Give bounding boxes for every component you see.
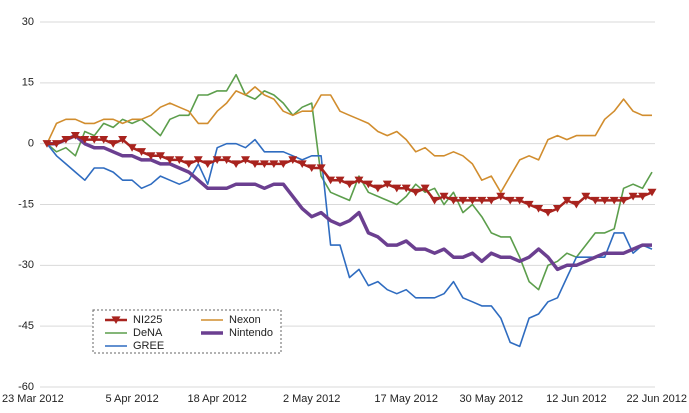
- y-tick-label: -45: [18, 320, 34, 332]
- point-marker: [590, 196, 600, 205]
- point-marker: [477, 196, 487, 205]
- legend-label: Nintendo: [229, 327, 273, 339]
- point-marker: [373, 184, 383, 193]
- legend-label: GREE: [133, 340, 164, 352]
- point-marker: [51, 140, 61, 148]
- x-tick-label: 17 May 2012: [374, 393, 438, 405]
- point-marker: [259, 160, 269, 168]
- x-tick-label: 22 Jun 2012: [626, 393, 687, 405]
- point-marker: [496, 192, 506, 201]
- point-marker: [307, 164, 317, 173]
- point-marker: [552, 204, 562, 213]
- point-marker: [61, 136, 71, 144]
- point-marker: [155, 152, 165, 160]
- point-marker: [99, 136, 109, 144]
- point-marker: [619, 196, 629, 205]
- point-marker: [562, 196, 572, 205]
- point-marker: [193, 156, 203, 164]
- point-marker: [203, 160, 213, 168]
- point-marker: [354, 176, 364, 185]
- point-marker: [212, 156, 222, 164]
- y-tick-label: 15: [22, 77, 34, 89]
- point-marker: [137, 148, 147, 156]
- point-marker: [335, 176, 345, 185]
- point-marker: [411, 188, 421, 197]
- point-marker: [401, 184, 411, 193]
- point-marker: [269, 160, 279, 168]
- point-marker: [534, 204, 544, 213]
- point-marker: [543, 209, 553, 217]
- point-marker: [316, 164, 326, 173]
- point-marker: [363, 180, 373, 189]
- series-line: [46, 138, 653, 348]
- point-marker: [326, 176, 336, 185]
- x-tick-label: 23 Mar 2012: [2, 393, 64, 405]
- point-marker: [174, 156, 184, 164]
- x-tick-label: 5 Apr 2012: [105, 393, 158, 405]
- point-marker: [458, 196, 468, 205]
- x-tick-label: 12 Jun 2012: [546, 393, 607, 405]
- y-tick-label: -15: [18, 198, 34, 210]
- point-marker: [288, 156, 298, 164]
- point-marker: [222, 156, 232, 164]
- point-marker: [42, 140, 52, 148]
- point-marker: [278, 160, 288, 168]
- point-marker: [439, 192, 449, 201]
- point-marker: [515, 196, 525, 205]
- legend-label: DeNA: [133, 327, 163, 339]
- x-tick-label: 30 May 2012: [459, 393, 523, 405]
- point-marker: [297, 160, 307, 168]
- point-marker: [392, 184, 402, 193]
- point-marker: [647, 188, 657, 197]
- point-marker: [241, 156, 251, 164]
- point-marker: [420, 184, 430, 193]
- legend-label: Nexon: [229, 314, 261, 326]
- point-marker: [505, 196, 515, 205]
- point-marker: [184, 160, 194, 168]
- point-marker: [345, 180, 354, 189]
- series-line: [47, 133, 652, 272]
- point-marker: [430, 196, 440, 205]
- point-marker: [382, 180, 392, 189]
- point-marker: [524, 200, 534, 209]
- series-line: [46, 86, 652, 194]
- point-marker: [609, 196, 619, 205]
- legend-label: NI225: [133, 314, 162, 326]
- point-marker: [581, 192, 591, 201]
- point-marker: [80, 136, 90, 144]
- x-tick-label: 18 Apr 2012: [187, 393, 246, 405]
- point-marker: [70, 131, 80, 140]
- point-marker: [448, 196, 458, 205]
- point-marker: [638, 192, 648, 201]
- point-marker: [231, 160, 241, 168]
- y-tick-label: 0: [28, 138, 34, 150]
- point-marker: [118, 136, 128, 144]
- point-marker: [467, 196, 477, 205]
- point-marker: [628, 192, 638, 201]
- point-marker: [571, 200, 581, 209]
- point-marker: [89, 136, 99, 144]
- point-marker: [486, 196, 496, 205]
- x-tick-label: 2 May 2012: [283, 393, 340, 405]
- point-marker: [250, 160, 260, 168]
- y-tick-label: -30: [18, 259, 34, 271]
- y-tick-label: -60: [18, 381, 34, 393]
- legend-marker: [111, 316, 121, 325]
- point-marker: [146, 152, 156, 160]
- point-marker: [165, 156, 175, 164]
- point-marker: [600, 196, 610, 205]
- y-tick-label: 30: [22, 16, 34, 28]
- point-marker: [108, 140, 118, 148]
- point-marker: [127, 144, 137, 152]
